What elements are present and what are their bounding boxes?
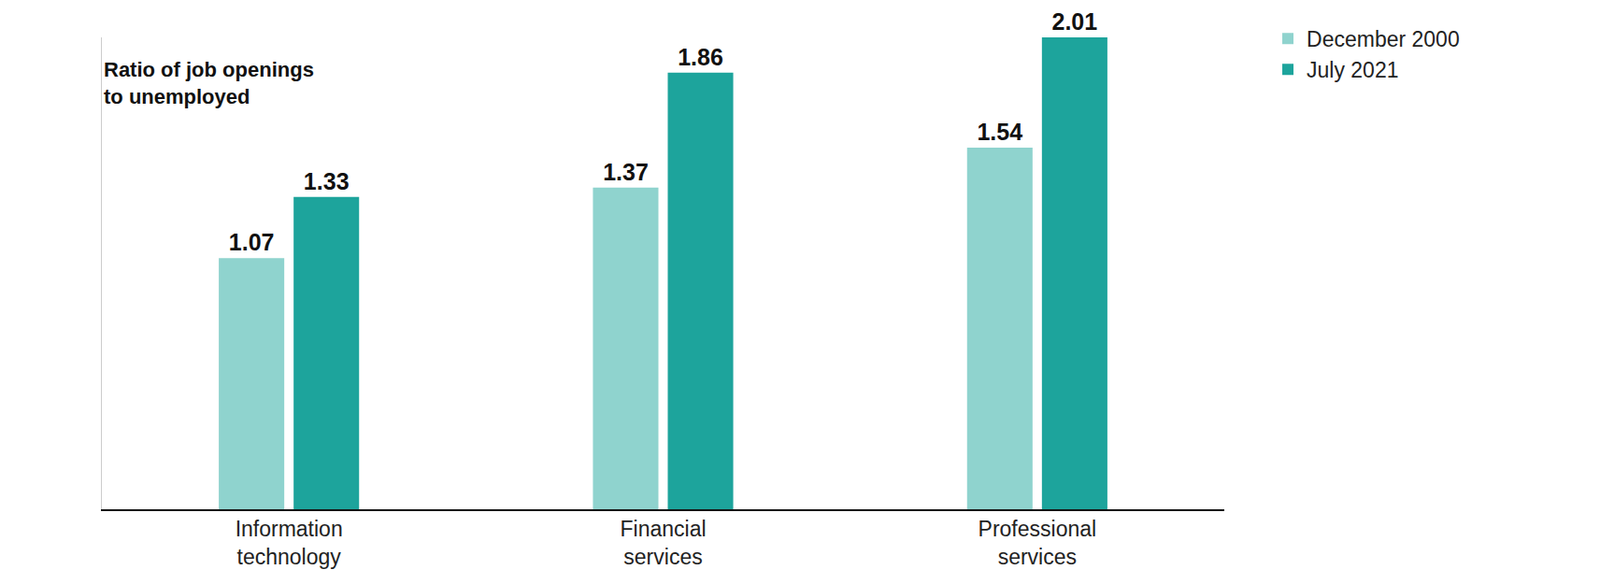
svg-text:1.37: 1.37 [602, 158, 649, 186]
svg-text:2.01: 2.01 [1051, 8, 1098, 35]
svg-text:Professionalservices: Professionalservices [978, 516, 1098, 570]
svg-text:December 2000: December 2000 [1306, 27, 1460, 52]
svg-text:1.54: 1.54 [976, 118, 1023, 145]
svg-text:Financialservices: Financialservices [619, 516, 706, 570]
svg-text:Ratio of job openingsto unempl: Ratio of job openingsto unemployed [103, 57, 315, 109]
svg-text:1.07: 1.07 [228, 228, 275, 256]
svg-text:1.33: 1.33 [303, 168, 350, 195]
svg-text:1.86: 1.86 [677, 43, 724, 71]
svg-text:Informationtechnology: Informationtechnology [235, 516, 343, 570]
svg-text:July 2021: July 2021 [1306, 57, 1399, 83]
